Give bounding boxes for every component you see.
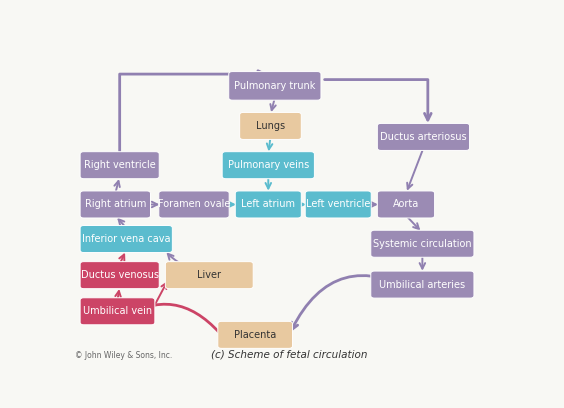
FancyBboxPatch shape <box>80 191 151 218</box>
Text: Umbilical vein: Umbilical vein <box>83 306 152 316</box>
Text: Pulmonary trunk: Pulmonary trunk <box>234 81 315 91</box>
FancyBboxPatch shape <box>377 191 435 218</box>
FancyBboxPatch shape <box>80 226 173 253</box>
Text: (c) Scheme of fetal circulation: (c) Scheme of fetal circulation <box>211 350 367 360</box>
Text: Pulmonary veins: Pulmonary veins <box>228 160 309 170</box>
FancyBboxPatch shape <box>80 298 155 325</box>
Text: Placenta: Placenta <box>234 330 276 340</box>
Text: Foramen ovale: Foramen ovale <box>158 200 230 209</box>
Text: Left ventricle: Left ventricle <box>306 200 371 209</box>
Text: © John Wiley & Sons, Inc.: © John Wiley & Sons, Inc. <box>75 351 172 360</box>
FancyBboxPatch shape <box>305 191 371 218</box>
FancyBboxPatch shape <box>229 71 321 100</box>
Text: Lungs: Lungs <box>256 121 285 131</box>
Text: Umbilical arteries: Umbilical arteries <box>380 279 465 290</box>
FancyBboxPatch shape <box>240 113 301 140</box>
Text: Right ventricle: Right ventricle <box>84 160 156 170</box>
Text: Right atrium: Right atrium <box>85 200 146 209</box>
FancyBboxPatch shape <box>377 123 470 151</box>
Text: Liver: Liver <box>197 270 221 280</box>
FancyBboxPatch shape <box>371 271 474 298</box>
FancyBboxPatch shape <box>159 191 229 218</box>
FancyBboxPatch shape <box>222 152 314 179</box>
FancyBboxPatch shape <box>235 191 301 218</box>
Text: Inferior vena cava: Inferior vena cava <box>82 234 170 244</box>
FancyBboxPatch shape <box>371 230 474 257</box>
FancyBboxPatch shape <box>165 262 253 289</box>
FancyBboxPatch shape <box>80 152 159 179</box>
FancyBboxPatch shape <box>80 262 159 289</box>
Text: Left atrium: Left atrium <box>241 200 296 209</box>
FancyBboxPatch shape <box>218 322 293 348</box>
Text: Aorta: Aorta <box>393 200 419 209</box>
Text: Ductus venosus: Ductus venosus <box>81 270 158 280</box>
Text: Systemic circulation: Systemic circulation <box>373 239 472 249</box>
Text: Ductus arteriosus: Ductus arteriosus <box>380 132 467 142</box>
